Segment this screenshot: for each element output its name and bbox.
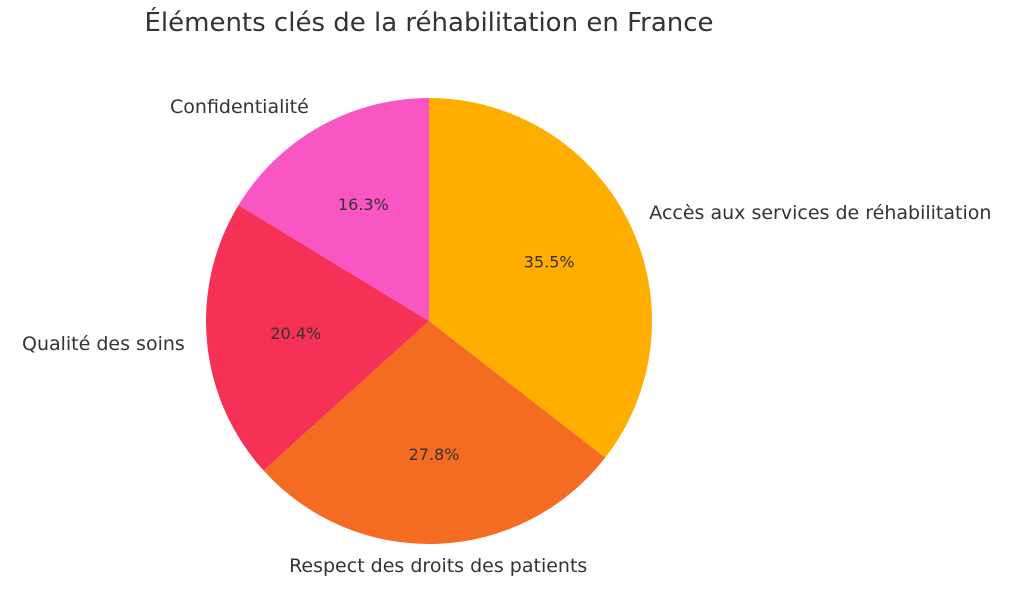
pie-percent-label: 16.3% xyxy=(338,195,389,214)
pie-slice xyxy=(238,98,429,321)
chart-title: Éléments clés de la réhabilitation en Fr… xyxy=(144,6,713,38)
pie-percent-label: 27.8% xyxy=(409,445,460,464)
pie-slice xyxy=(263,321,606,544)
pie-labels: 35.5% Accès aux services de réhabilitatio… xyxy=(22,96,991,577)
pie-category-label: Accès aux services de réhabilitation xyxy=(649,202,991,224)
pie-percent-label: 35.5% xyxy=(524,253,575,272)
pie-category-label: Qualité des soins xyxy=(22,333,185,355)
pie-percent-label: 20.4% xyxy=(270,324,321,343)
pie-slices xyxy=(206,98,652,544)
pie-category-label: Respect des droits des patients xyxy=(289,555,587,577)
pie-category-label: Confidentialité xyxy=(170,96,309,118)
pie-slice xyxy=(429,98,652,458)
pie-slice xyxy=(206,205,429,471)
